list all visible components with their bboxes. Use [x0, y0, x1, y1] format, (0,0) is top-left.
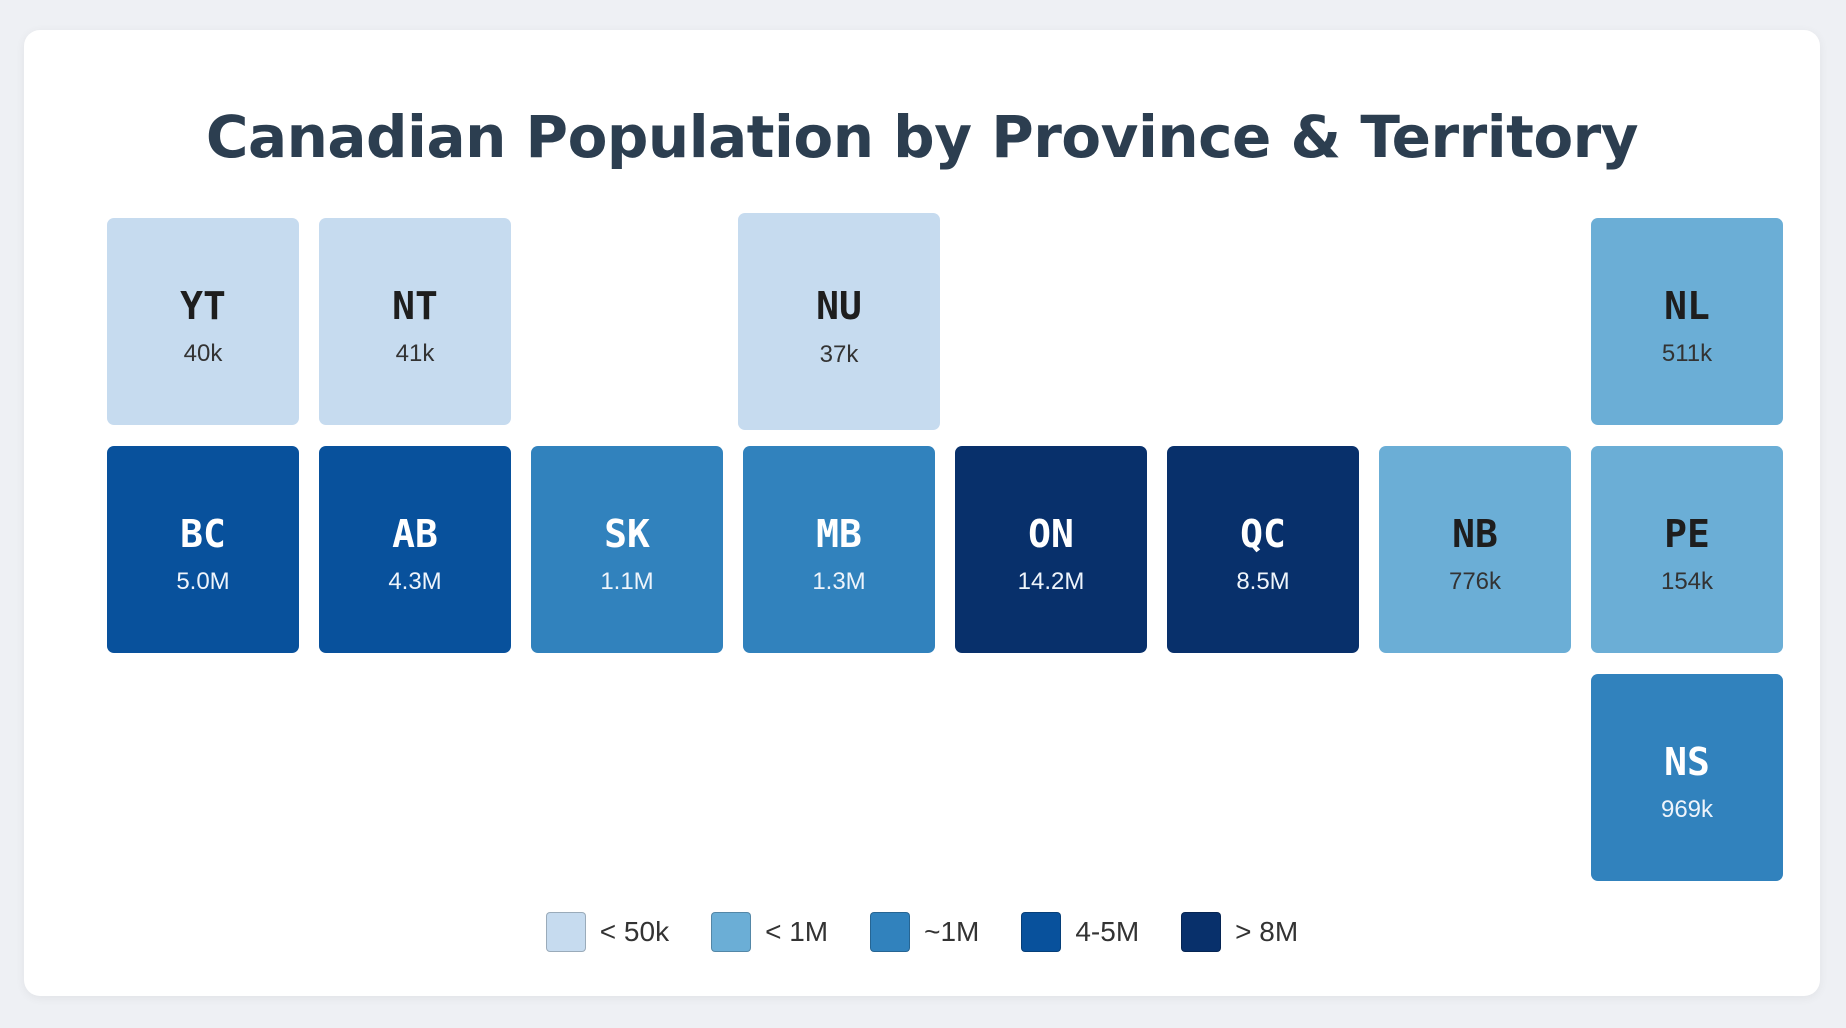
tile-population: 14.2M [1017, 568, 1085, 595]
tile-population: 8.5M [1236, 568, 1290, 595]
tile-population: 1.3M [812, 568, 866, 595]
legend-swatch [1181, 912, 1222, 952]
tile-sk[interactable]: SK 1.1M [531, 446, 723, 653]
tile-abbr: NT [392, 284, 438, 328]
map-card: Canadian Population by Province & Territ… [24, 30, 1820, 996]
legend-item-4-5m: 4-5M [1021, 912, 1139, 952]
legend-label: < 50k [599, 916, 670, 947]
tile-nu[interactable]: NU 37k [738, 213, 940, 430]
tile-abbr: BC [180, 512, 226, 556]
legend-label: ~1M [924, 916, 980, 947]
tile-abbr: NS [1664, 740, 1710, 784]
tile-population: 4.3M [388, 568, 442, 595]
legend-label: 4-5M [1075, 916, 1140, 947]
tile-abbr: ON [1028, 512, 1074, 556]
tile-nt[interactable]: NT 41k [319, 218, 511, 425]
tile-abbr: MB [816, 512, 862, 556]
legend-swatch [545, 912, 586, 952]
tile-population: 969k [1660, 796, 1714, 823]
tile-abbr: QC [1240, 512, 1286, 556]
tile-bc[interactable]: BC 5.0M [107, 446, 299, 653]
tile-qc[interactable]: QC 8.5M [1167, 446, 1359, 653]
tile-population: 40k [183, 340, 223, 367]
tile-population: 511k [1661, 340, 1713, 367]
legend-swatch [711, 912, 752, 952]
tile-on[interactable]: ON 14.2M [955, 446, 1147, 653]
legend-item-about-1m: ~1M [870, 912, 979, 952]
tile-population: 5.0M [176, 568, 230, 595]
tile-pe[interactable]: PE 154k [1591, 446, 1783, 653]
tile-mb[interactable]: MB 1.3M [743, 446, 935, 653]
tile-abbr: AB [392, 512, 438, 556]
legend: < 50k < 1M ~1M 4-5M > 8M [24, 910, 1820, 954]
tile-abbr: NB [1452, 512, 1498, 556]
tile-abbr: NU [816, 284, 862, 328]
tile-population: 154k [1660, 568, 1714, 595]
tile-ns[interactable]: NS 969k [1591, 674, 1783, 881]
legend-swatch [1021, 912, 1062, 952]
legend-item-under-1m: < 1M [711, 912, 828, 952]
tile-abbr: SK [604, 512, 650, 556]
tile-ab[interactable]: AB 4.3M [319, 446, 511, 653]
legend-swatch [870, 912, 911, 952]
tile-population: 1.1M [600, 568, 654, 595]
chart-title: Canadian Population by Province & Territ… [205, 103, 1639, 171]
tile-abbr: PE [1664, 512, 1710, 556]
tile-yt[interactable]: YT 40k [107, 218, 299, 425]
tile-population: 776k [1448, 568, 1502, 595]
tile-abbr: YT [180, 284, 226, 328]
tile-nb[interactable]: NB 776k [1379, 446, 1571, 653]
tile-population: 37k [819, 341, 859, 368]
legend-label: < 1M [765, 916, 829, 947]
legend-item-under-50k: < 50k [545, 912, 670, 952]
legend-item-over-8m: > 8M [1181, 912, 1298, 952]
legend-label: > 8M [1235, 916, 1299, 947]
tile-abbr: NL [1664, 284, 1710, 328]
tile-map: YT 40k NT 41k NU 37k NL 511k BC 5.0M AB … [83, 188, 1783, 881]
tile-population: 41k [395, 340, 435, 367]
tile-nl[interactable]: NL 511k [1591, 218, 1783, 425]
